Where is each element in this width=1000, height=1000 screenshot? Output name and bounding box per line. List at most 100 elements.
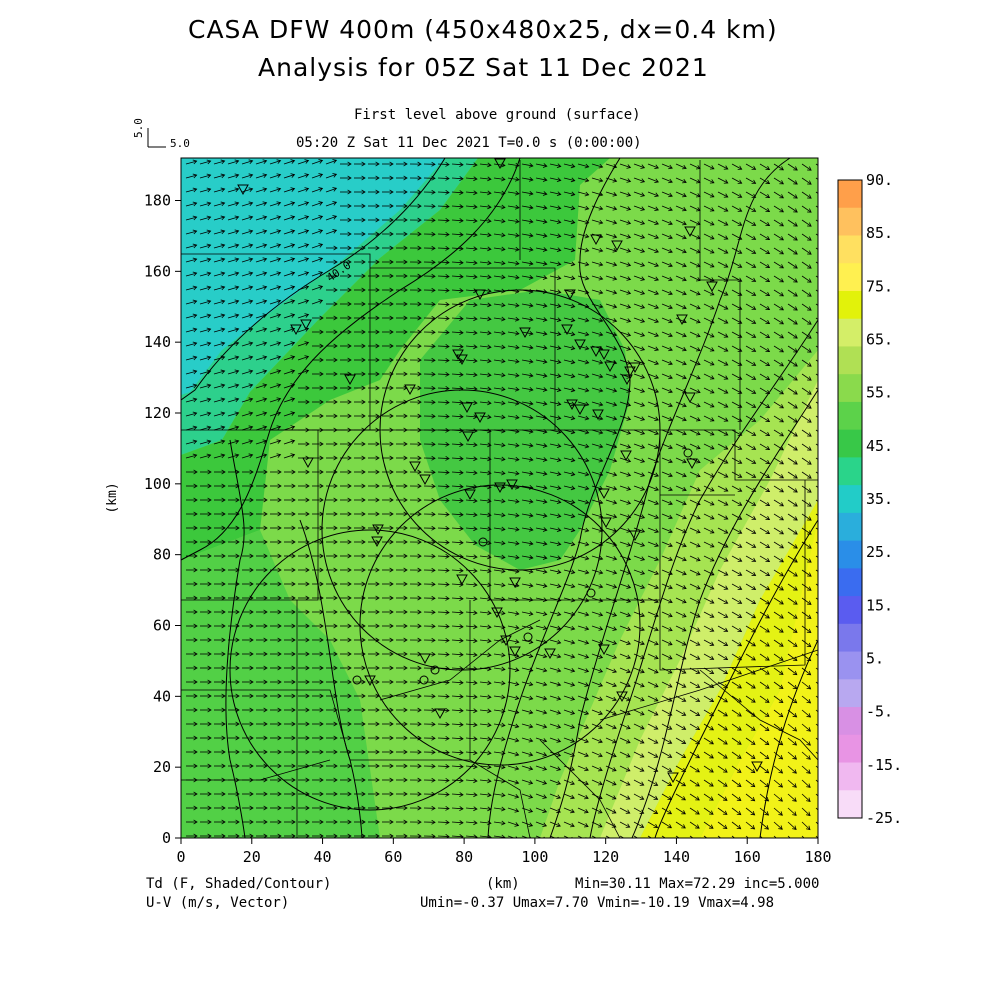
wind-vector-head bbox=[248, 257, 254, 263]
wind-vector-head bbox=[612, 402, 618, 407]
wind-vector-head bbox=[570, 373, 576, 379]
wind-vector bbox=[605, 163, 617, 168]
wind-vector-head bbox=[333, 735, 338, 741]
wind-vector bbox=[437, 709, 450, 711]
wind-vector bbox=[563, 345, 575, 350]
wind-vector-head bbox=[778, 811, 783, 816]
wind-vector bbox=[801, 387, 812, 395]
wind-vector bbox=[773, 639, 784, 647]
wind-vector-head bbox=[487, 694, 492, 700]
wind-vector bbox=[717, 275, 728, 282]
wind-vector-head bbox=[779, 418, 784, 423]
wind-vector bbox=[591, 219, 603, 224]
wind-vector bbox=[619, 555, 631, 560]
wind-vector bbox=[591, 555, 603, 560]
wind-vector-head bbox=[291, 819, 296, 825]
wind-vector-head bbox=[403, 525, 408, 531]
wind-vector-head bbox=[764, 825, 770, 830]
wind-vector bbox=[787, 765, 797, 774]
wind-vector-head bbox=[403, 357, 408, 363]
wind-vector-head bbox=[375, 525, 380, 531]
wind-vector-head bbox=[515, 176, 520, 182]
wind-vector bbox=[745, 485, 756, 492]
wind-vector-head bbox=[542, 513, 548, 518]
wind-vector-head bbox=[598, 710, 603, 716]
wind-vector-head bbox=[459, 162, 464, 167]
wind-vector bbox=[717, 359, 728, 366]
wind-vector-head bbox=[221, 483, 226, 489]
wind-vector-head bbox=[473, 246, 478, 252]
wind-vector-head bbox=[207, 511, 212, 517]
wind-vector-head bbox=[528, 653, 534, 659]
wind-vector-head bbox=[304, 229, 310, 234]
wind-vector-head bbox=[305, 749, 310, 755]
wind-vector-head bbox=[249, 749, 254, 755]
wind-vector-head bbox=[263, 777, 268, 783]
wind-vector-head bbox=[682, 276, 687, 282]
station-triangle bbox=[509, 646, 521, 658]
wind-vector bbox=[675, 821, 686, 829]
wind-vector bbox=[577, 597, 589, 602]
wind-vector-head bbox=[262, 369, 268, 374]
wind-vector-head bbox=[681, 781, 687, 787]
wind-vector bbox=[661, 709, 672, 716]
wind-vector bbox=[675, 611, 687, 618]
wind-vector bbox=[633, 499, 645, 505]
wind-vector-head bbox=[793, 502, 798, 507]
wind-vector-head bbox=[515, 456, 520, 462]
wind-vector bbox=[255, 216, 267, 221]
wind-vector bbox=[535, 555, 547, 559]
wind-vector-head bbox=[584, 275, 590, 281]
wind-vector bbox=[227, 440, 239, 445]
wind-vector bbox=[549, 807, 561, 813]
wind-vector-head bbox=[528, 681, 534, 687]
wind-vector bbox=[577, 415, 589, 420]
wind-vector-head bbox=[570, 513, 576, 519]
wind-vector bbox=[451, 247, 464, 250]
wind-vector-head bbox=[403, 259, 408, 265]
wind-vector-head bbox=[626, 290, 632, 295]
wind-vector bbox=[185, 216, 197, 221]
wind-vector-head bbox=[487, 806, 492, 812]
wind-vector-head bbox=[515, 540, 520, 546]
station-triangle bbox=[456, 574, 468, 586]
wind-vector bbox=[535, 163, 547, 167]
wind-vector-head bbox=[612, 430, 618, 435]
wind-vector bbox=[549, 737, 561, 742]
wind-vector bbox=[689, 695, 700, 702]
wind-vector bbox=[731, 737, 742, 745]
wind-vector-head bbox=[248, 383, 254, 389]
wind-vector-head bbox=[556, 597, 562, 603]
wind-vector-head bbox=[319, 539, 324, 545]
wind-vector bbox=[745, 219, 756, 226]
wind-vector bbox=[661, 723, 672, 730]
wind-vector-head bbox=[277, 609, 282, 615]
wind-vector bbox=[717, 527, 728, 534]
wind-vector bbox=[745, 331, 756, 338]
wind-vector bbox=[787, 583, 798, 591]
wind-vector bbox=[549, 247, 561, 251]
wind-vector-head bbox=[821, 265, 825, 269]
wind-vector-head bbox=[751, 333, 757, 338]
wind-vector-head bbox=[542, 191, 548, 196]
wind-vector bbox=[563, 835, 570, 838]
wind-vector-head bbox=[556, 710, 562, 715]
wind-vector-head bbox=[220, 453, 226, 459]
wind-vector-head bbox=[263, 707, 268, 713]
wind-vector-head bbox=[515, 288, 520, 294]
wind-vector bbox=[577, 275, 589, 280]
wind-vector bbox=[213, 300, 225, 305]
wind-vector-head bbox=[570, 541, 576, 547]
wind-vector-head bbox=[431, 595, 436, 601]
wind-vector bbox=[563, 499, 575, 504]
wind-vector bbox=[241, 216, 253, 221]
wind-vector-head bbox=[235, 665, 240, 671]
wind-vector-head bbox=[417, 637, 422, 643]
wind-vector-head bbox=[737, 670, 742, 675]
wind-vector-head bbox=[459, 274, 464, 279]
y-tick-label: 140 bbox=[144, 333, 171, 351]
wind-vector-head bbox=[611, 795, 617, 800]
wind-vector bbox=[745, 359, 756, 366]
wind-vector-head bbox=[737, 221, 743, 226]
wind-vector-head bbox=[445, 371, 450, 377]
